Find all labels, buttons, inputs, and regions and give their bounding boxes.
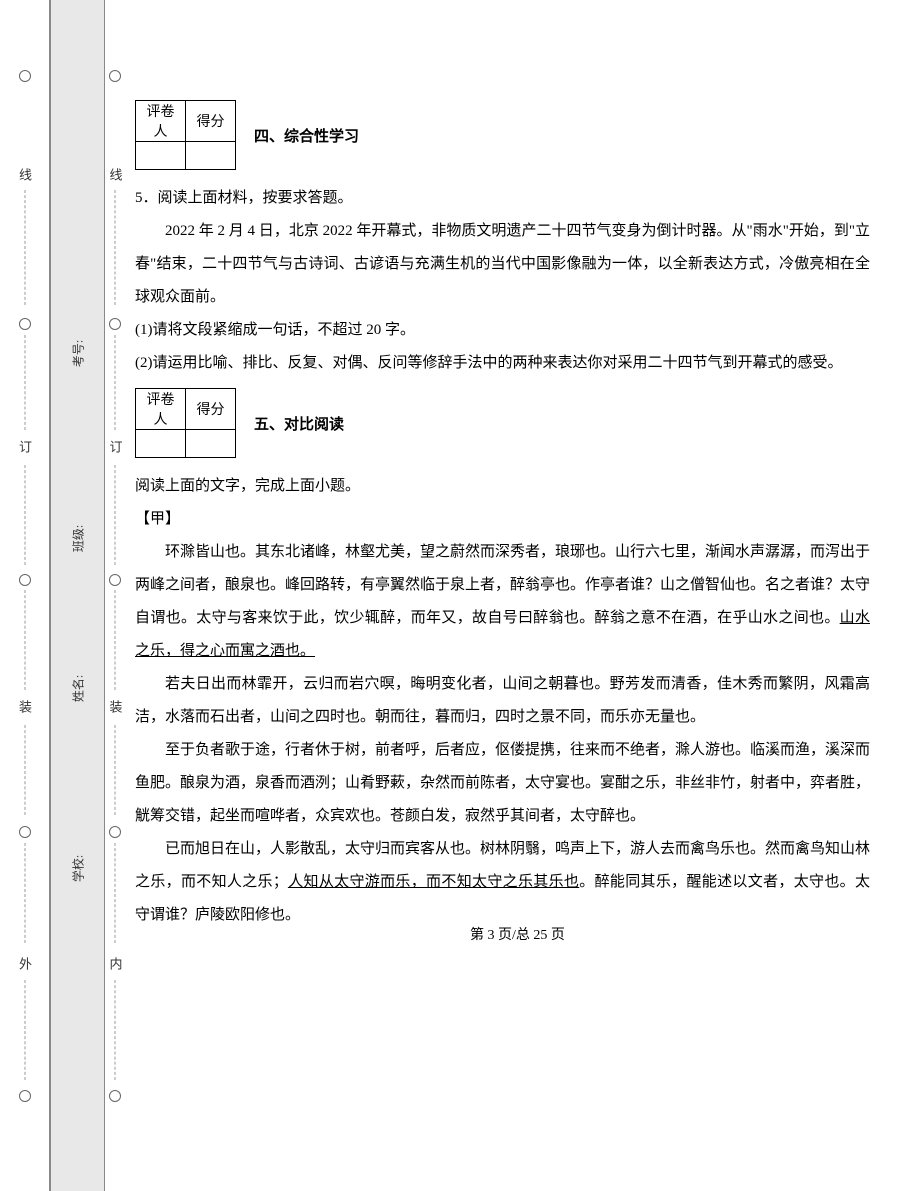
p1-text: 环滁皆山也。其东北诸峰，林壑尤美，望之蔚然而深秀者，琅琊也。山行六七里，渐闻水声… bbox=[135, 544, 870, 626]
spine-label-school: 学校: bbox=[69, 855, 86, 882]
page-content: 评卷人 得分 四、综合性学习 5．阅读上面材料，按要求答题。 2022 年 2 … bbox=[135, 0, 900, 972]
page-footer: 第 3 页/总 25 页 bbox=[135, 924, 900, 944]
binding-circle bbox=[109, 70, 121, 82]
passage-p3: 至于负者歌于途，行者休于树，前者呼，后者应，伛偻提携，往来而不绝者，滁人游也。临… bbox=[135, 734, 870, 833]
margin-dash bbox=[115, 843, 116, 943]
spine-label-class: 班级: bbox=[69, 525, 86, 552]
spine-label-exam-no: 考号: bbox=[69, 340, 86, 367]
q5-intro: 5．阅读上面材料，按要求答题。 bbox=[135, 182, 870, 215]
binding-circle bbox=[109, 574, 121, 586]
binding-circle bbox=[19, 574, 31, 586]
binding-circle bbox=[19, 318, 31, 330]
margin-char-ding: 订 bbox=[106, 440, 125, 453]
binding-circle bbox=[109, 1090, 121, 1102]
score-blank[interactable] bbox=[136, 430, 186, 458]
inner-margin: 线 订 装 内 bbox=[105, 0, 125, 1191]
score-col-score: 得分 bbox=[186, 101, 236, 142]
margin-dash bbox=[24, 190, 25, 305]
score-col-grader: 评卷人 bbox=[136, 101, 186, 142]
section5-intro: 阅读上面的文字，完成上面小题。 bbox=[135, 470, 870, 503]
score-table: 评卷人 得分 bbox=[135, 100, 236, 170]
spine-label-name: 姓名: bbox=[69, 675, 86, 702]
q5-passage: 2022 年 2 月 4 日，北京 2022 年开幕式，非物质文明遗产二十四节气… bbox=[135, 215, 870, 314]
passage-p4: 已而旭日在山，人影散乱，太守归而宾客从也。树林阴翳，鸣声上下，游人去而禽鸟乐也。… bbox=[135, 833, 870, 932]
binding-circle bbox=[19, 826, 31, 838]
score-blank[interactable] bbox=[136, 142, 186, 170]
jia-label: 【甲】 bbox=[135, 503, 870, 536]
binding-circle bbox=[19, 1090, 31, 1102]
margin-dash bbox=[115, 335, 116, 430]
score-col-score: 得分 bbox=[186, 389, 236, 430]
margin-char-xian: 线 bbox=[106, 168, 125, 181]
margin-dash bbox=[115, 980, 116, 1080]
margin-dash bbox=[115, 190, 116, 305]
section-4-title: 四、综合性学习 bbox=[254, 125, 359, 146]
margin-dash bbox=[24, 465, 25, 565]
margin-char-wai: 外 bbox=[15, 957, 34, 970]
section-5-header: 评卷人 得分 五、对比阅读 bbox=[135, 388, 870, 458]
margin-char-zhuang: 装 bbox=[106, 700, 125, 713]
binding-circle bbox=[109, 318, 121, 330]
margin-char-nei: 内 bbox=[106, 957, 125, 970]
score-col-grader: 评卷人 bbox=[136, 389, 186, 430]
passage-p1: 环滁皆山也。其东北诸峰，林壑尤美，望之蔚然而深秀者，琅琊也。山行六七里，渐闻水声… bbox=[135, 536, 870, 668]
margin-dash bbox=[115, 465, 116, 565]
margin-char-xian: 线 bbox=[15, 168, 34, 181]
passage-p2: 若夫日出而林霏开，云归而岩穴暝，晦明变化者，山间之朝暮也。野芳发而清香，佳木秀而… bbox=[135, 668, 870, 734]
section-5-title: 五、对比阅读 bbox=[254, 413, 344, 434]
binding-spine: 考号: 班级: 姓名: 学校: bbox=[50, 0, 105, 1191]
score-blank[interactable] bbox=[186, 430, 236, 458]
p4-underline: 人知从太守游而乐，而不知太守之乐其乐也 bbox=[288, 874, 579, 890]
margin-dash bbox=[24, 843, 25, 943]
q5-sub1: (1)请将文段紧缩成一句话，不超过 20 字。 bbox=[135, 314, 870, 347]
margin-dash bbox=[24, 980, 25, 1080]
section-4-header: 评卷人 得分 四、综合性学习 bbox=[135, 100, 870, 170]
binding-circle bbox=[109, 826, 121, 838]
margin-dash bbox=[24, 590, 25, 690]
margin-dash bbox=[115, 590, 116, 690]
margin-dash bbox=[24, 335, 25, 430]
binding-circle bbox=[19, 70, 31, 82]
score-blank[interactable] bbox=[186, 142, 236, 170]
score-table: 评卷人 得分 bbox=[135, 388, 236, 458]
q5-sub2: (2)请运用比喻、排比、反复、对偶、反问等修辞手法中的两种来表达你对采用二十四节… bbox=[135, 347, 870, 380]
margin-dash bbox=[115, 725, 116, 815]
margin-dash bbox=[24, 725, 25, 815]
outer-margin: 线 订 装 外 bbox=[0, 0, 50, 1191]
margin-char-zhuang: 装 bbox=[15, 700, 34, 713]
margin-char-ding: 订 bbox=[15, 440, 34, 453]
